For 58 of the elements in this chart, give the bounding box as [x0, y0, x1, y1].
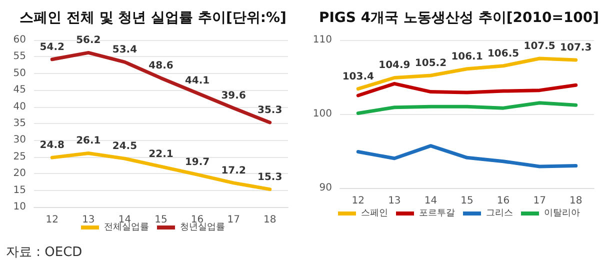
- legend-label: 청년실업률: [180, 222, 225, 232]
- data-label: 105.2: [414, 58, 447, 70]
- y-tick-label: 60: [13, 34, 26, 46]
- y-tick-label: 35: [13, 118, 26, 129]
- data-label: 24.8: [40, 140, 65, 152]
- data-label: 106.1: [451, 51, 483, 62]
- y-tick-label: 110: [312, 34, 332, 46]
- x-tick-label: 15: [460, 196, 474, 206]
- x-tick-label: 12: [46, 214, 59, 226]
- y-tick-label: 15: [13, 184, 26, 196]
- y-tick-label: 10: [13, 202, 26, 212]
- y-tick-label: 30: [13, 134, 26, 146]
- data-label: 104.9: [378, 60, 410, 72]
- y-tick-label: 90: [319, 182, 332, 194]
- y-tick-label: 40: [13, 101, 26, 112]
- data-label: 35.3: [258, 105, 282, 116]
- y-tick-label: 20: [13, 168, 26, 180]
- x-tick-label: 15: [154, 214, 168, 226]
- legend-label: 이탈리아: [544, 208, 580, 218]
- data-label: 54.2: [40, 42, 65, 53]
- data-label: 107.3: [560, 42, 592, 54]
- x-tick-label: 18: [263, 214, 276, 226]
- data-label: 107.5: [524, 41, 556, 52]
- x-tick-label: 16: [496, 196, 510, 206]
- line-series: [356, 82, 578, 98]
- line-series: [356, 101, 578, 116]
- data-label: 53.4: [112, 44, 138, 56]
- data-label: 17.2: [221, 165, 246, 176]
- legend-label: 포르투갈: [419, 208, 455, 218]
- data-label: 39.6: [221, 90, 246, 102]
- x-tick-label: 12: [352, 196, 365, 206]
- line-series: [356, 144, 578, 168]
- data-label: 24.5: [112, 141, 138, 152]
- text: 자료 : OECD: [6, 245, 82, 260]
- data-label: 106.5: [487, 48, 520, 60]
- data-label: 48.6: [148, 60, 174, 72]
- data-label: 103.4: [342, 71, 374, 82]
- chart-title: PIGS 4개국 노동생산성 추이[2010=100]: [318, 10, 600, 26]
- x-tick-label: 17: [227, 214, 240, 226]
- y-tick-label: 45: [13, 84, 26, 96]
- y-tick-label: 55: [13, 51, 26, 62]
- x-tick-label: 17: [533, 196, 546, 206]
- data-label: 19.7: [184, 157, 210, 168]
- data-label: 44.1: [184, 76, 210, 87]
- x-tick-label: 14: [424, 196, 438, 206]
- x-tick-label: 13: [82, 214, 95, 226]
- legend-label: 그리스: [486, 208, 513, 218]
- y-tick-label: 50: [13, 68, 26, 79]
- y-tick-label: 100: [312, 108, 332, 120]
- legend-label: 스페인: [361, 208, 388, 218]
- data-label: 26.1: [76, 136, 101, 147]
- x-tick-label: 18: [569, 196, 582, 206]
- data-label: 15.3: [258, 172, 282, 183]
- x-tick-label: 13: [388, 196, 401, 206]
- data-label: 56.2: [76, 35, 101, 46]
- data-label: 22.1: [148, 149, 174, 160]
- y-tick-label: 25: [13, 151, 26, 162]
- chart-title: 스페인 전체 및 청년 실업률 추이[단위:%]: [20, 10, 286, 26]
